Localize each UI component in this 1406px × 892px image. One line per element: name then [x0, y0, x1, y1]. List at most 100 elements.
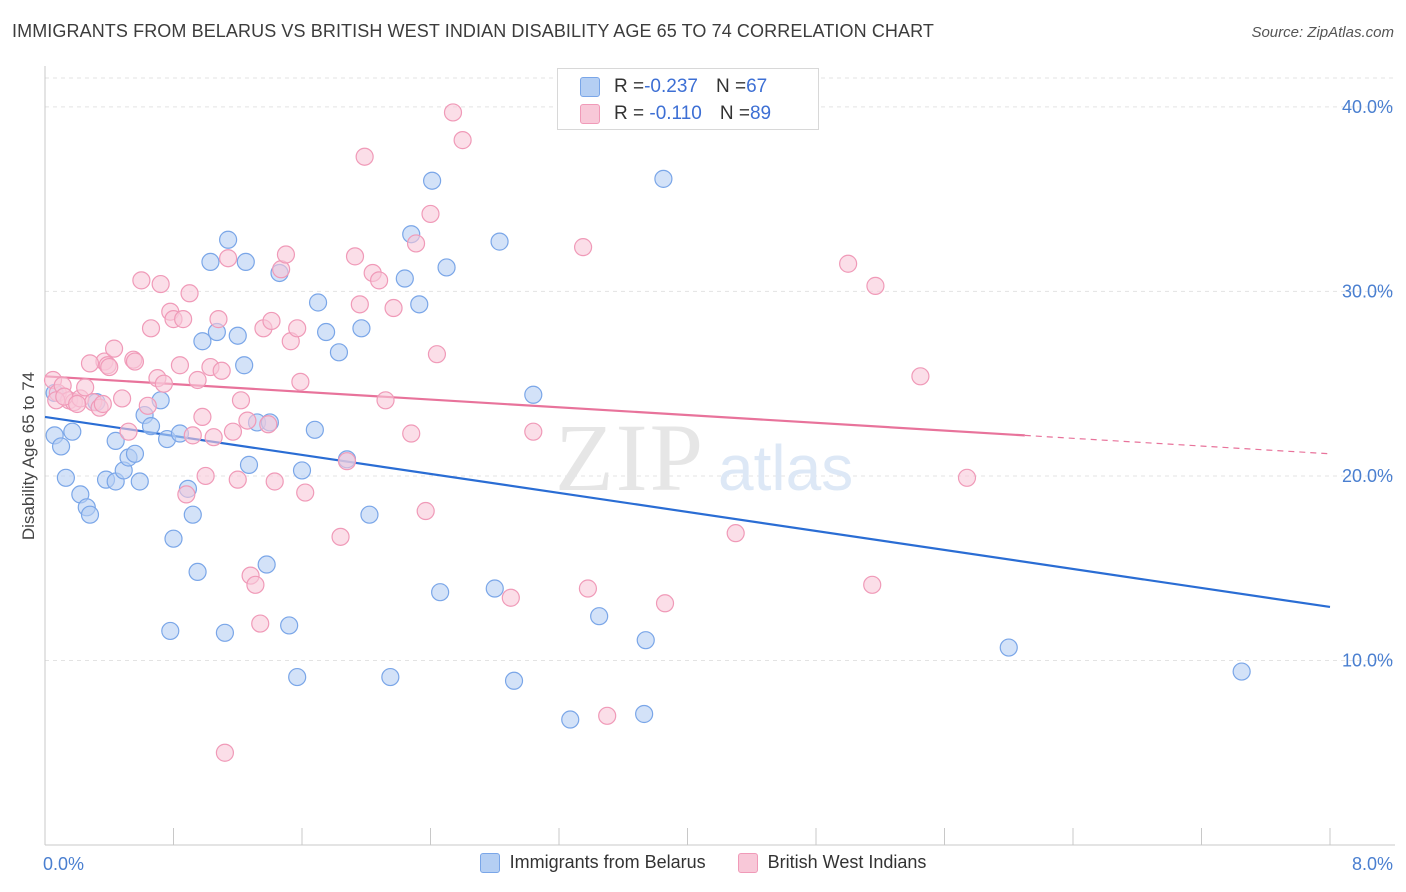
data-point: [443, 103, 463, 122]
legend-label: Immigrants from Belarus: [509, 852, 706, 872]
data-point: [235, 356, 254, 375]
data-point: [238, 411, 257, 430]
legend-item-bwi[interactable]: British West Indians: [737, 852, 926, 873]
trend-line-belarus: [44, 415, 1331, 609]
data-point: [239, 455, 259, 474]
n-label: N =: [715, 76, 747, 97]
data-point: [209, 310, 228, 329]
data-point: [151, 274, 170, 294]
data-point: [161, 621, 180, 641]
data-point: [395, 269, 414, 288]
trend-lines: [44, 375, 1331, 609]
data-point: [453, 131, 472, 150]
data-point: [280, 616, 299, 635]
data-point: [164, 529, 183, 548]
data-point: [352, 319, 371, 338]
legend-row-belarus: R = -0.237 N = 67: [580, 73, 767, 101]
data-point: [262, 311, 281, 331]
data-point: [80, 354, 100, 373]
data-point: [410, 295, 429, 314]
data-point: [288, 319, 307, 338]
data-point: [416, 501, 435, 521]
data-point: [125, 352, 145, 371]
n-value: 89: [749, 103, 772, 124]
r-label: R =: [614, 103, 645, 124]
legend-swatch-blue: [479, 852, 500, 873]
data-point: [431, 583, 450, 602]
data-point: [655, 594, 675, 613]
data-point: [228, 470, 247, 489]
data-point: [215, 743, 234, 762]
data-point: [384, 298, 403, 318]
x-tick-label-min: 0.0%: [43, 854, 84, 874]
data-point: [957, 468, 977, 487]
y-tick-label: 30.0%: [1342, 281, 1393, 301]
data-point: [183, 426, 202, 445]
data-point: [212, 361, 231, 380]
data-point: [193, 332, 212, 351]
data-point: [839, 254, 858, 273]
data-point: [259, 415, 278, 434]
data-point: [863, 575, 882, 594]
data-point: [276, 245, 296, 264]
data-point: [231, 391, 251, 410]
data-point: [406, 234, 426, 253]
data-point: [590, 607, 609, 626]
data-point: [132, 271, 151, 290]
data-point: [524, 422, 543, 441]
axes: [44, 66, 1395, 846]
data-point: [360, 505, 379, 524]
legend-swatch-blue: [580, 77, 600, 97]
data-points: [43, 103, 1251, 762]
r-value: -0.110: [644, 103, 702, 124]
data-point: [345, 247, 365, 266]
data-point: [524, 385, 543, 404]
data-point: [188, 370, 207, 390]
chart-source: Source: ZipAtlas.com: [1251, 24, 1394, 41]
data-point: [296, 483, 315, 502]
data-point: [130, 472, 149, 491]
data-point: [308, 293, 328, 312]
data-point: [598, 706, 617, 725]
data-point: [726, 524, 745, 543]
data-point: [188, 562, 207, 582]
data-point: [106, 431, 125, 450]
data-point: [204, 428, 223, 447]
data-point: [180, 284, 199, 303]
trend-line-bwi-dashed: [1024, 434, 1331, 455]
data-point: [104, 339, 124, 358]
data-point: [236, 252, 255, 272]
data-point: [504, 671, 524, 690]
data-point: [193, 407, 212, 427]
data-point: [112, 389, 132, 408]
data-point: [80, 505, 100, 524]
data-point: [376, 391, 395, 410]
watermark-zip: ZIP: [555, 404, 705, 511]
data-point: [1232, 662, 1251, 681]
watermark-atlas: atlas: [718, 432, 853, 504]
r-label: R =: [614, 76, 645, 97]
series-legend: Immigrants from Belarus British West Ind…: [0, 852, 1406, 873]
data-point: [68, 394, 87, 414]
data-point: [331, 527, 350, 546]
data-point: [219, 230, 238, 249]
y-tick-label: 20.0%: [1342, 466, 1393, 486]
data-point: [635, 704, 654, 724]
legend-swatch-pink: [580, 104, 600, 124]
data-point: [138, 396, 157, 415]
data-point: [219, 249, 238, 268]
data-point: [911, 367, 930, 386]
data-point: [337, 452, 357, 471]
data-point: [228, 326, 247, 345]
data-point: [170, 356, 190, 375]
legend-item-belarus[interactable]: Immigrants from Belarus: [479, 852, 706, 873]
y-tick-label: 10.0%: [1342, 650, 1393, 670]
data-point: [63, 422, 82, 441]
data-point: [561, 710, 580, 729]
legend-row-bwi: R = -0.110 N = 89: [580, 100, 771, 128]
data-point: [196, 466, 215, 486]
legend-swatch-pink: [737, 852, 758, 873]
data-point: [305, 420, 324, 439]
data-point: [421, 204, 440, 224]
